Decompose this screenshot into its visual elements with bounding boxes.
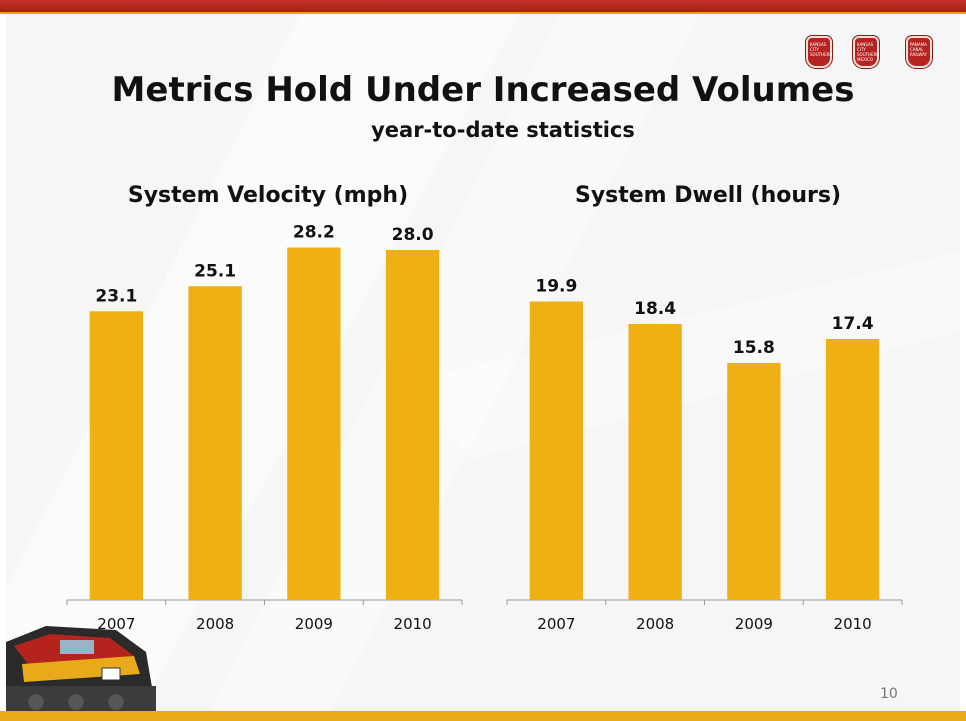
velocity-value-label-2008: 25.1: [194, 261, 236, 281]
kcs-logo: KANSAS CITY SOUTHERN: [806, 36, 832, 68]
velocity-bar-2010: [385, 250, 440, 600]
velocity-category-label-2010: 2010: [394, 615, 432, 633]
velocity-chart-title: System Velocity (mph): [127, 183, 409, 208]
dwell-value-label-2008: 18.4: [634, 299, 676, 319]
velocity-category-label-2008: 2008: [196, 615, 234, 633]
left-border: [0, 14, 6, 711]
dwell-bar-2008: [628, 324, 682, 600]
dwell-chart-title: System Dwell (hours): [574, 183, 842, 208]
velocity-bar-2007: [89, 311, 144, 600]
velocity-bar-2008: [188, 286, 242, 600]
page-title: Metrics Hold Under Increased Volumes: [111, 70, 855, 110]
dwell-category-label-2008: 2008: [636, 615, 674, 633]
dwell-bar-2007: [529, 301, 584, 600]
dwell-bar-2009: [727, 363, 781, 600]
velocity-bar-chart: 23.1 2007 25.1 2008 28.2 2009 28.0 2010: [66, 223, 463, 633]
panama-canal-railway-logo: PANAMA CANAL RAILWAY: [906, 36, 932, 68]
page-number: 10: [880, 686, 898, 702]
page-subtitle: year-to-date statistics: [371, 118, 635, 142]
velocity-value-label-2009: 28.2: [293, 223, 335, 243]
velocity-category-label-2007: 2007: [97, 615, 135, 633]
dwell-value-label-2007: 19.9: [535, 277, 577, 297]
velocity-value-label-2010: 28.0: [392, 225, 434, 245]
dwell-bar-chart: 19.9 2007 18.4 2008 15.8 2009 17.4 2010: [506, 277, 903, 633]
dwell-value-label-2010: 17.4: [832, 314, 874, 334]
velocity-category-label-2009: 2009: [295, 615, 333, 633]
dwell-category-label-2009: 2009: [735, 615, 773, 633]
velocity-bar-2009: [287, 247, 341, 600]
velocity-value-label-2007: 23.1: [95, 286, 137, 306]
dwell-category-label-2010: 2010: [834, 615, 872, 633]
dwell-value-label-2009: 15.8: [733, 338, 775, 358]
kcsm-logo: KANSAS CITY SOUTHERN MEXICO: [853, 36, 879, 68]
bottom-accent-bar: [0, 711, 966, 721]
dwell-bar-2010: [825, 339, 880, 600]
locomotive-image: [6, 626, 156, 711]
top-accent-bar: [0, 0, 966, 14]
dwell-category-label-2007: 2007: [537, 615, 575, 633]
right-border: [960, 14, 966, 711]
